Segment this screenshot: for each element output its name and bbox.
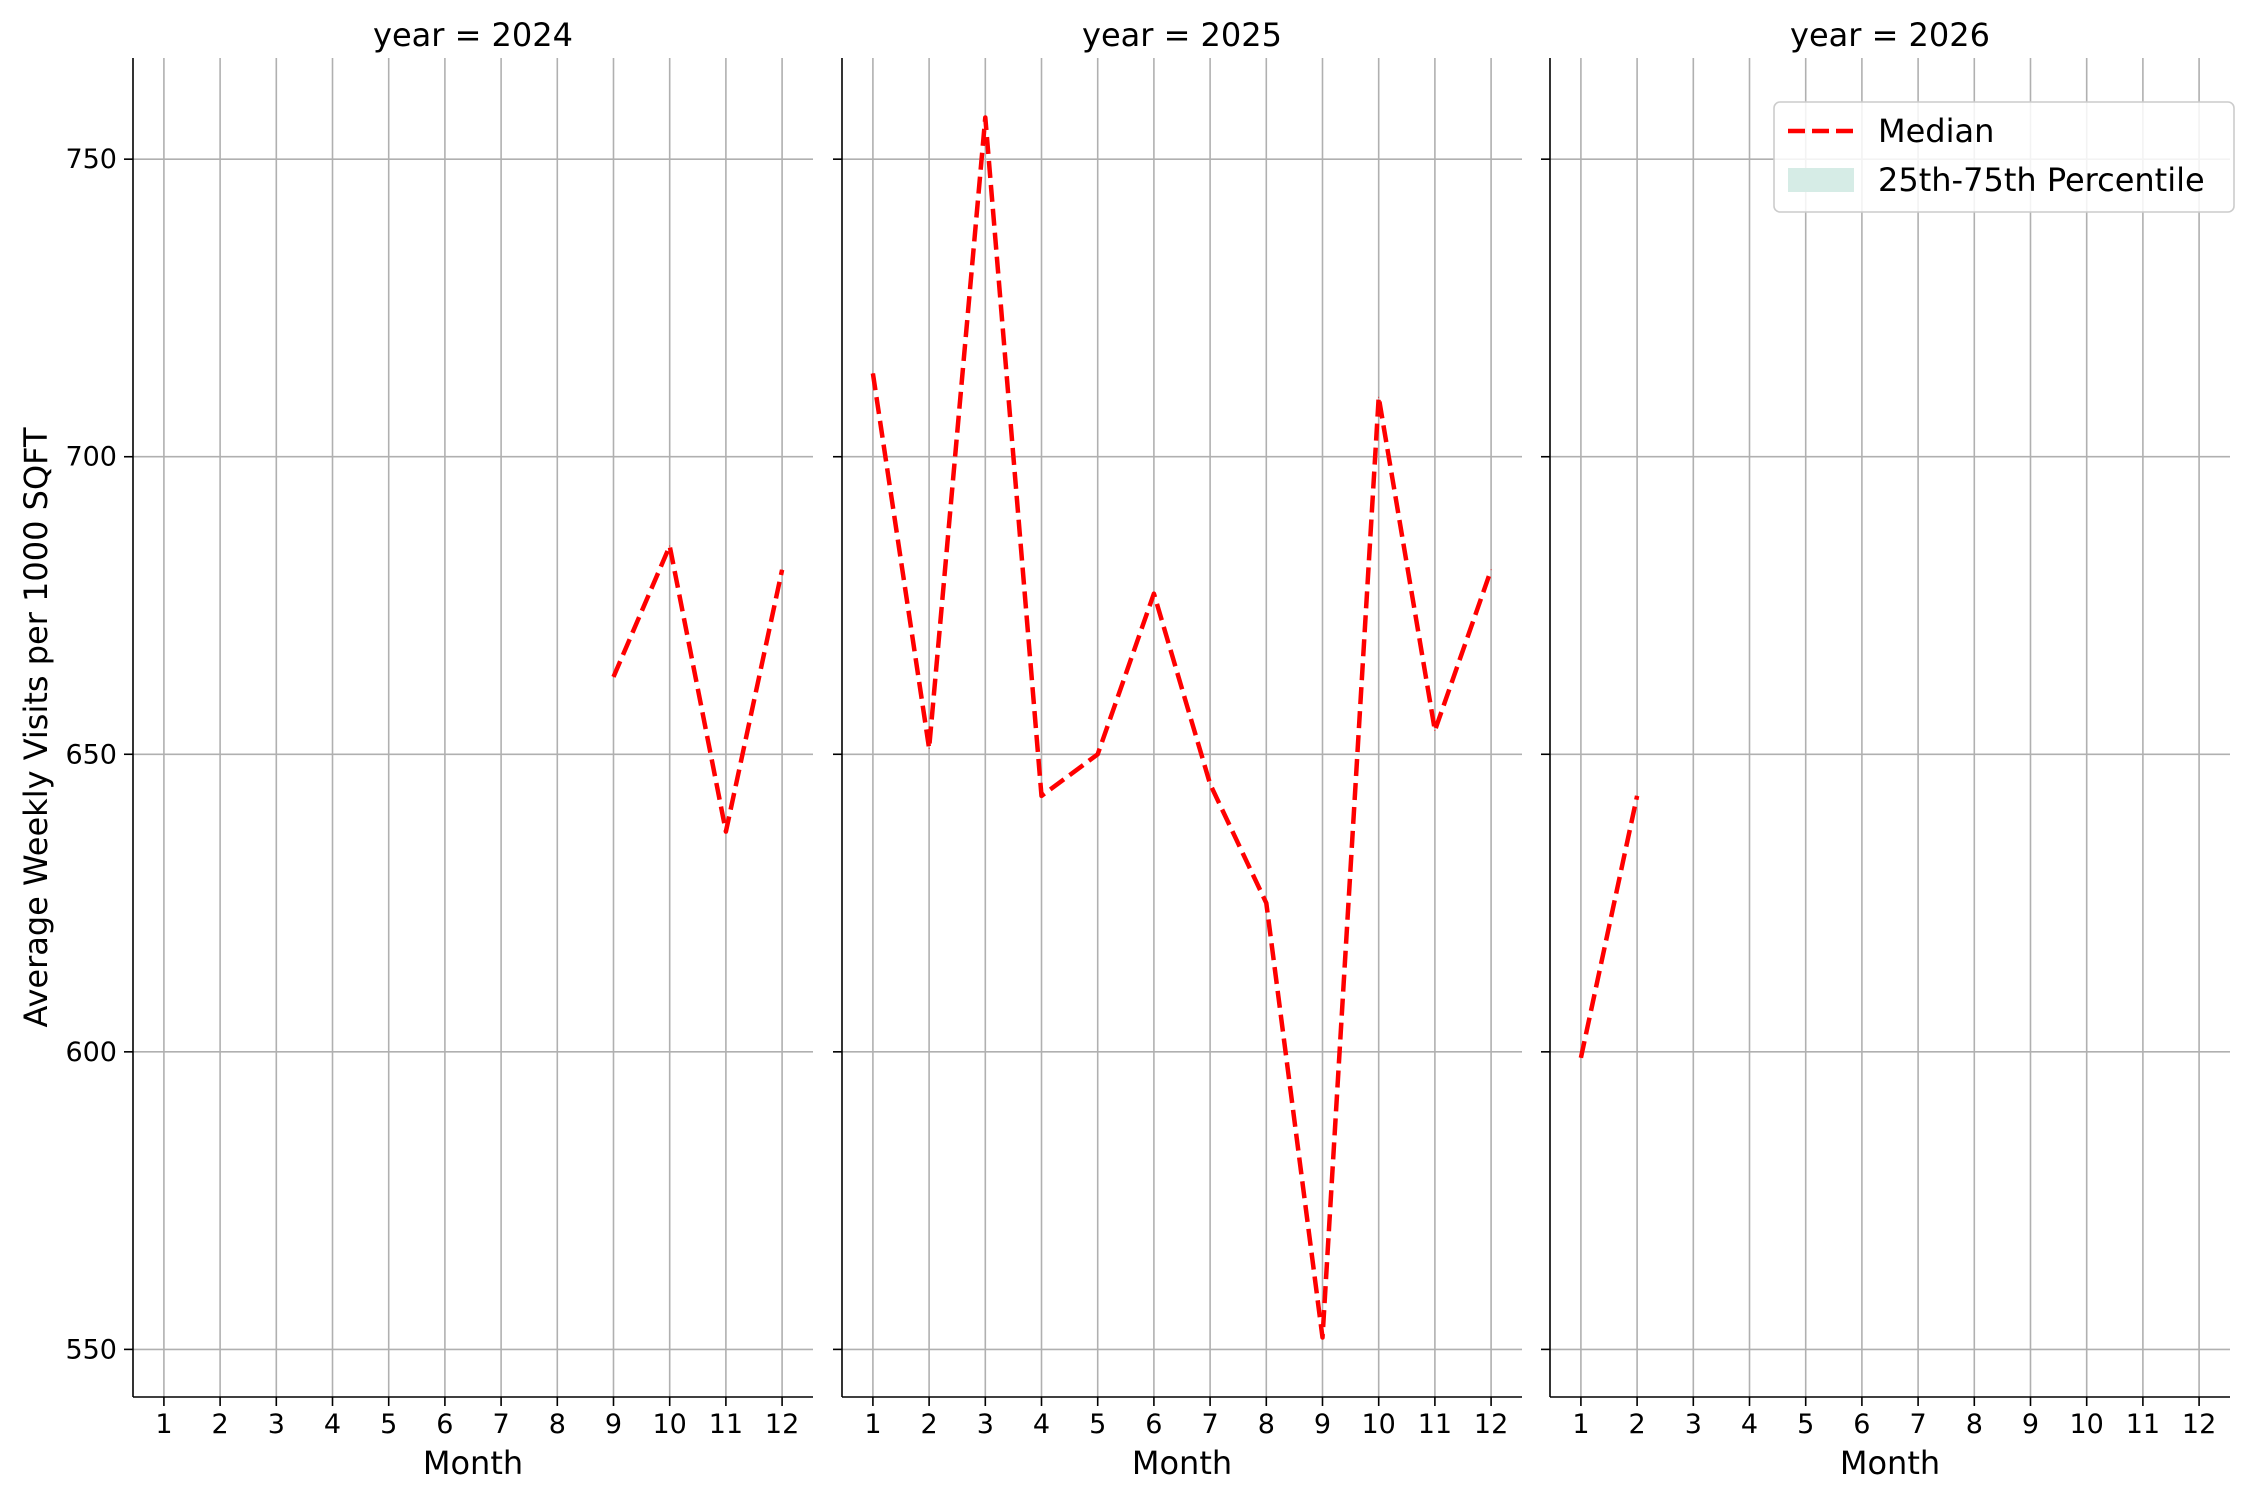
legend-median-label: Median [1878, 112, 1994, 150]
median-data-point [1490, 569, 1492, 571]
legend: Median 25th-75th Percentile [1773, 101, 2235, 213]
y-tick-label: 600 [65, 1037, 117, 1068]
median-data-point [1265, 902, 1267, 904]
x-tick-label: 6 [1145, 1409, 1162, 1440]
x-tick-label: 7 [1910, 1409, 1927, 1440]
x-tick-label: 3 [268, 1409, 285, 1440]
x-tick-label: 8 [1258, 1409, 1275, 1440]
median-series-line [611, 543, 785, 834]
x-tick-label: 5 [1089, 1409, 1106, 1440]
x-tick-label: 1 [864, 1409, 881, 1440]
x-tick-label: 11 [709, 1409, 743, 1440]
panel-title: year = 2024 [373, 16, 573, 54]
x-tick-label: 10 [653, 1409, 687, 1440]
median-data-point [1378, 396, 1380, 398]
x-tick-label: 6 [1853, 1409, 1870, 1440]
x-tick-label: 3 [977, 1409, 994, 1440]
y-axis-label: Average Weekly Visits per 1000 SQFT [17, 427, 55, 1028]
y-tick-label: 700 [65, 442, 117, 473]
x-tick-label: 5 [1797, 1409, 1814, 1440]
x-tick-label: 8 [1966, 1409, 1983, 1440]
median-data-point [1209, 783, 1211, 785]
x-tick-label: 12 [1474, 1409, 1508, 1440]
median-series-line [1578, 795, 1640, 1059]
x-tick-label: 1 [1572, 1409, 1589, 1440]
median-data-point [612, 676, 614, 678]
x-tick-label: 4 [1033, 1409, 1050, 1440]
x-axis-label: Month [1132, 1444, 1232, 1482]
x-tick-label: 10 [1362, 1409, 1396, 1440]
x-tick-label: 2 [1629, 1409, 1646, 1440]
legend-percentile-swatch [1788, 168, 1854, 192]
x-tick-label: 10 [2070, 1409, 2104, 1440]
median-data-point [1153, 593, 1155, 595]
y-tick-label: 750 [65, 144, 117, 175]
x-tick-label: 8 [549, 1409, 566, 1440]
x-tick-label: 5 [380, 1409, 397, 1440]
median-data-point [725, 831, 727, 833]
x-tick-label: 4 [324, 1409, 341, 1440]
median-series-line [870, 115, 1494, 1340]
x-axis-label: Month [1840, 1444, 1940, 1482]
panel-title: year = 2026 [1790, 16, 1990, 54]
legend-percentile-label: 25th-75th Percentile [1878, 161, 2205, 199]
median-data-point [1041, 795, 1043, 797]
x-tick-label: 12 [765, 1409, 799, 1440]
x-axis-label: Month [423, 1444, 523, 1482]
legend-box [1773, 101, 2235, 213]
x-tick-label: 7 [1202, 1409, 1219, 1440]
panel-title: year = 2025 [1082, 16, 1282, 54]
x-tick-label: 12 [2182, 1409, 2216, 1440]
x-tick-label: 3 [1685, 1409, 1702, 1440]
x-tick-label: 2 [212, 1409, 229, 1440]
x-tick-label: 7 [493, 1409, 510, 1440]
x-tick-label: 9 [1314, 1409, 1331, 1440]
median-data-point [669, 545, 671, 547]
x-tick-label: 4 [1741, 1409, 1758, 1440]
x-tick-label: 11 [1418, 1409, 1452, 1440]
x-tick-label: 1 [155, 1409, 172, 1440]
median-data-point [984, 117, 986, 119]
y-tick-label: 550 [65, 1334, 117, 1365]
median-data-point [1580, 1057, 1582, 1059]
median-data-point [928, 747, 930, 749]
x-tick-label: 6 [436, 1409, 453, 1440]
y-tick-label: 650 [65, 739, 117, 770]
median-data-point [1434, 729, 1436, 731]
x-tick-label: 9 [605, 1409, 622, 1440]
x-tick-label: 11 [2126, 1409, 2160, 1440]
x-tick-label: 9 [2022, 1409, 2039, 1440]
x-tick-label: 2 [921, 1409, 938, 1440]
median-data-point [1636, 795, 1638, 797]
median-data-point [1097, 753, 1099, 755]
median-data-point [1321, 1336, 1323, 1338]
median-data-point [872, 372, 874, 374]
median-data-point [781, 569, 783, 571]
